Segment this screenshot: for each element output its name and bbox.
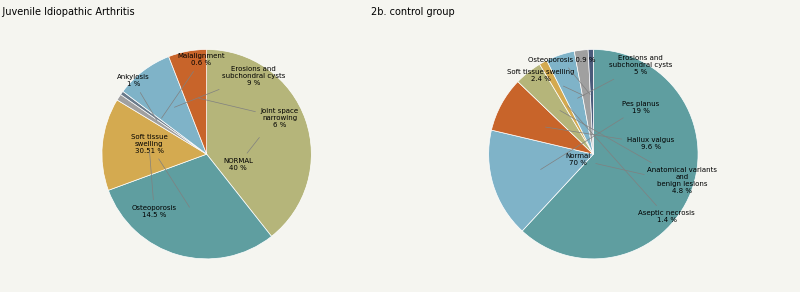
Wedge shape bbox=[121, 91, 206, 154]
Text: Osteoporosis 0.9 %: Osteoporosis 0.9 % bbox=[528, 57, 596, 94]
Text: Erosions and
subchondral cysts
9 %: Erosions and subchondral cysts 9 % bbox=[174, 66, 286, 107]
Wedge shape bbox=[546, 51, 594, 154]
Text: Erosions and
subchondral cysts
5 %: Erosions and subchondral cysts 5 % bbox=[578, 55, 672, 98]
Text: Soft tissue
swelling
30.51 %: Soft tissue swelling 30.51 % bbox=[130, 134, 190, 207]
Wedge shape bbox=[206, 49, 311, 236]
Text: 2b. control group: 2b. control group bbox=[371, 7, 454, 17]
Text: Normal
70 %: Normal 70 % bbox=[565, 153, 644, 175]
Wedge shape bbox=[518, 64, 594, 154]
Wedge shape bbox=[489, 130, 594, 231]
Wedge shape bbox=[102, 100, 206, 190]
Text: Hallux valgus
9.6 %: Hallux valgus 9.6 % bbox=[546, 127, 674, 150]
Text: NORMAL
40 %: NORMAL 40 % bbox=[223, 138, 259, 171]
Wedge shape bbox=[108, 154, 271, 259]
Text: Pes planus
19 %: Pes planus 19 % bbox=[541, 100, 659, 169]
Text: Malalignment
0.6 %: Malalignment 0.6 % bbox=[162, 53, 226, 118]
Text: Ankylosis
1 %: Ankylosis 1 % bbox=[117, 74, 157, 121]
Wedge shape bbox=[540, 60, 594, 154]
Text: Joint space
narrowing
6 %: Joint space narrowing 6 % bbox=[198, 98, 299, 128]
Text: Osteoporosis
14.5 %: Osteoporosis 14.5 % bbox=[132, 152, 177, 218]
Wedge shape bbox=[574, 50, 594, 154]
Wedge shape bbox=[123, 57, 206, 154]
Wedge shape bbox=[169, 49, 206, 154]
Text: Aseptic necrosis
1.4 %: Aseptic necrosis 1.4 % bbox=[567, 106, 695, 223]
Wedge shape bbox=[491, 82, 594, 154]
Wedge shape bbox=[522, 49, 698, 259]
Wedge shape bbox=[117, 95, 206, 154]
Text: Anatomical variants
and
benign lesions
4.8 %: Anatomical variants and benign lesions 4… bbox=[560, 110, 718, 194]
Text: Soft tissue swelling
2.4 %: Soft tissue swelling 2.4 % bbox=[507, 69, 584, 96]
Wedge shape bbox=[588, 49, 594, 154]
Text: 2a. Juvenile Idiopathic Arthritis: 2a. Juvenile Idiopathic Arthritis bbox=[0, 7, 134, 17]
